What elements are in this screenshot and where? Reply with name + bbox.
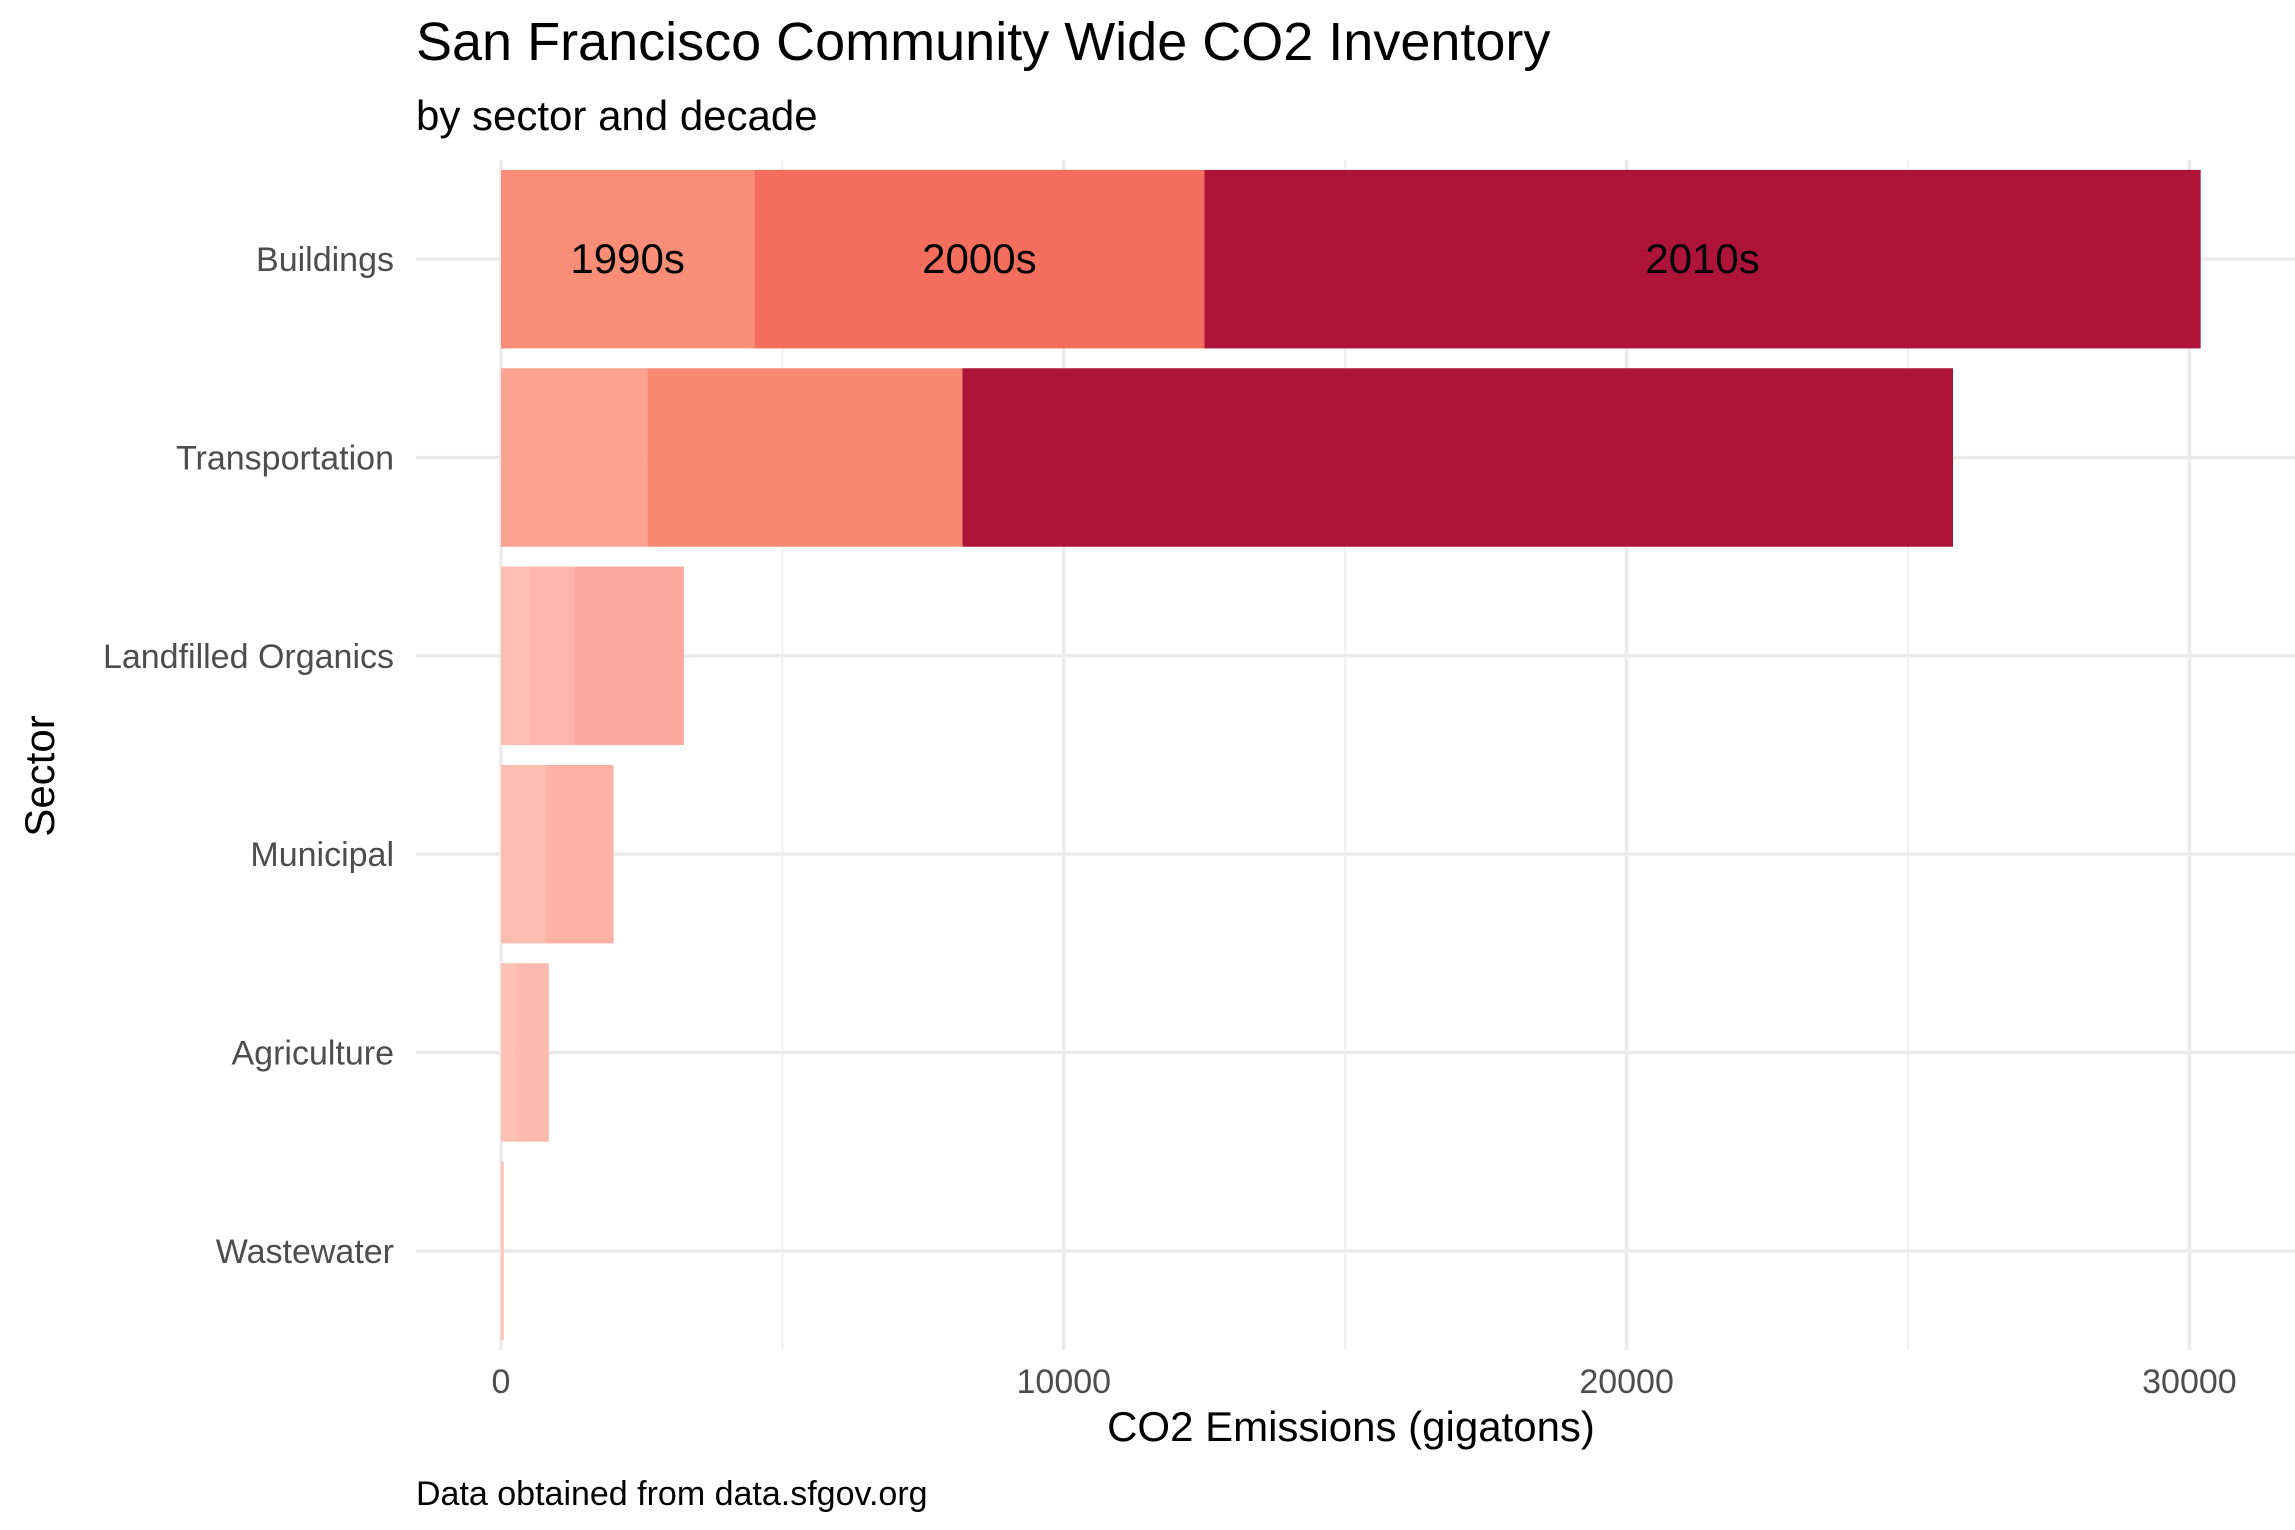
y-tick-label: Buildings bbox=[256, 241, 394, 279]
bar-buildings-1990s bbox=[501, 169, 755, 349]
x-tick-label: 10000 bbox=[1017, 1363, 1112, 1401]
x-tick-label: 0 bbox=[492, 1363, 511, 1401]
x-axis-title: CO2 Emissions (gigatons) bbox=[1107, 1403, 1595, 1450]
chart-title: San Francisco Community Wide CO2 Invento… bbox=[416, 12, 1550, 72]
bar-municipal-2000s bbox=[546, 764, 614, 944]
y-tick-label: Landfilled Organics bbox=[103, 638, 394, 676]
bar-buildings-2010s bbox=[1204, 169, 2201, 349]
bar-transportation-2010s bbox=[962, 368, 1954, 547]
bar-landfilled-organics-1990s bbox=[501, 566, 530, 746]
bar-agriculture-1990s bbox=[501, 963, 516, 1142]
x-tick-label: 20000 bbox=[1579, 1363, 1674, 1401]
y-tick-label: Wastewater bbox=[216, 1233, 394, 1271]
y-tick-label: Municipal bbox=[250, 836, 394, 874]
segment-label: 2000s bbox=[922, 235, 1036, 282]
y-tick-label: Agriculture bbox=[231, 1035, 394, 1073]
y-tick-label: Transportation bbox=[176, 440, 394, 478]
segment-label: 2010s bbox=[1645, 235, 1759, 282]
bar-landfilled-organics-2000s bbox=[529, 566, 575, 746]
bar-municipal-1990s bbox=[501, 764, 547, 944]
chart-subtitle: by sector and decade bbox=[416, 92, 818, 139]
x-tick-label: 30000 bbox=[2142, 1363, 2237, 1401]
segment-label: 1990s bbox=[570, 235, 684, 282]
bar-buildings-2000s bbox=[754, 169, 1205, 349]
chart-caption: Data obtained from data.sfgov.org bbox=[416, 1475, 928, 1513]
bar-agriculture-2000s bbox=[515, 963, 549, 1142]
bar-transportation-1990s bbox=[501, 368, 648, 547]
axes: Buildings Transportation Landfilled Organi… bbox=[103, 241, 2237, 1401]
bar-wastewater-1990s bbox=[501, 1161, 504, 1341]
bar-landfilled-organics-2010s bbox=[574, 566, 684, 746]
y-axis-title: Sector bbox=[16, 715, 63, 836]
bars bbox=[501, 169, 2201, 1341]
bar-transportation-2000s bbox=[647, 368, 963, 547]
segment-labels: 1990s 2000s 2010s bbox=[570, 235, 1759, 282]
